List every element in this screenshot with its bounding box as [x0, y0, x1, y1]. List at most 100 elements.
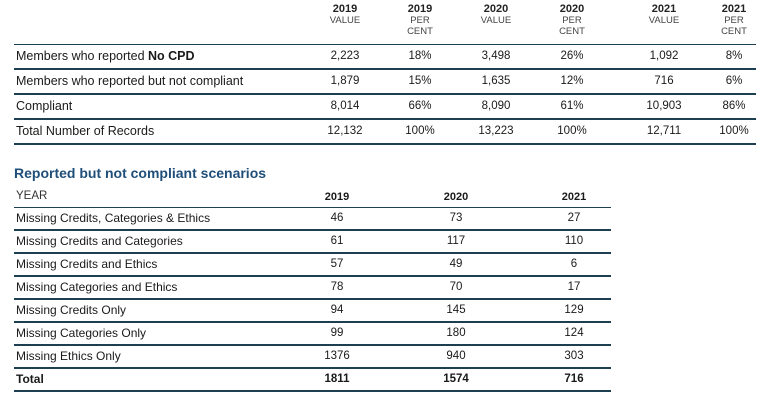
- cell-2019: 46: [330, 212, 344, 224]
- table-header-row: YEAR 2019 2020 2021: [14, 187, 611, 208]
- cell-2020-percent: 100%: [557, 125, 587, 137]
- cell-2020: 70: [449, 281, 463, 293]
- col-header: 2021 VALUE: [638, 3, 690, 27]
- col-year: 2019: [407, 3, 433, 15]
- cell-2021: 303: [564, 350, 584, 362]
- cell-2021: 6: [570, 258, 578, 270]
- total-2019: 1811: [324, 373, 350, 385]
- col-header: 2020 PER CENT: [546, 3, 598, 38]
- col-header: 2019 VALUE: [320, 3, 370, 27]
- year-header-2019: 2019: [324, 191, 350, 203]
- cell-2021: 27: [567, 212, 581, 224]
- scenario-label: Missing Credits and Ethics: [16, 257, 158, 271]
- year-header-2020: 2020: [443, 191, 469, 203]
- cell-2019: 99: [330, 327, 344, 339]
- row-label: Members who reported but not compliant: [16, 74, 244, 88]
- table-row: Missing Credits Only 94 145 129: [14, 300, 611, 323]
- scenario-label: Missing Categories Only: [16, 326, 147, 340]
- col-subtitle: PER CENT: [559, 15, 585, 37]
- year-header-label: YEAR: [16, 190, 48, 202]
- cell-2021-percent: 86%: [722, 100, 746, 112]
- cell-2021-value: 12,711: [646, 125, 682, 137]
- row-label: Compliant: [16, 99, 73, 113]
- table-row: Missing Credits and Categories 61 117 11…: [14, 231, 611, 254]
- row-label: Total Number of Records: [16, 124, 155, 138]
- cell-2021-value: 1,092: [649, 50, 679, 62]
- col-subtitle: VALUE: [329, 15, 361, 26]
- table-row: Compliant 8,014 66% 8,090 61% 10,903 86%: [14, 95, 756, 120]
- cell-2019: 94: [330, 304, 344, 316]
- cpd-summary-table: 2019 VALUE 2019 PER CENT 2020 VALUE 2020…: [14, 4, 756, 145]
- scenario-label: Missing Credits and Categories: [16, 234, 183, 248]
- col-header: 2020 VALUE: [470, 3, 522, 27]
- cell-2019-percent: 100%: [405, 125, 435, 137]
- cell-2021: 129: [564, 304, 584, 316]
- table-row: Missing Credits, Categories & Ethics 46 …: [14, 208, 611, 231]
- cell-2019: 61: [330, 235, 344, 247]
- cell-2020-value: 1,635: [481, 75, 511, 87]
- summary-table-header: 2019 VALUE 2019 PER CENT 2020 VALUE 2020…: [14, 4, 756, 44]
- table-row: Total Number of Records 12,132 100% 13,2…: [14, 120, 756, 145]
- cell-2019-value: 12,132: [327, 125, 363, 137]
- year-header-2021: 2021: [561, 191, 587, 203]
- total-2021: 716: [564, 373, 584, 385]
- scenarios-title: Reported but not compliant scenarios: [14, 165, 267, 181]
- col-year: 2020: [559, 3, 585, 15]
- table-row: Missing Credits and Ethics 57 49 6: [14, 254, 611, 277]
- cell-2021: 110: [564, 235, 584, 247]
- cell-2021: 17: [567, 281, 581, 293]
- col-subtitle: VALUE: [648, 15, 680, 26]
- cell-2021-value: 10,903: [646, 100, 682, 112]
- table-row: Missing Ethics Only 1376 940 303: [14, 346, 611, 369]
- cell-2019: 78: [330, 281, 344, 293]
- cell-2019-value: 1,879: [330, 75, 360, 87]
- table-row: Missing Categories and Ethics 78 70 17: [14, 277, 611, 300]
- no-cpd-emphasis: No CPD: [148, 49, 195, 63]
- cell-2020: 145: [446, 304, 466, 316]
- scenarios-table: YEAR 2019 2020 2021 Missing Credits, Cat…: [14, 187, 611, 392]
- col-subtitle: PER CENT: [407, 15, 433, 37]
- scenario-label: Missing Ethics Only: [16, 349, 121, 363]
- cell-2020-value: 8,090: [481, 100, 511, 112]
- cell-2019: 1376: [324, 350, 350, 362]
- col-subtitle: VALUE: [480, 15, 512, 26]
- table-row: Members who reported but not compliant 1…: [14, 70, 756, 95]
- scenario-label: Missing Credits, Categories & Ethics: [16, 211, 211, 225]
- cell-2020: 117: [446, 235, 466, 247]
- cell-2019-value: 8,014: [330, 100, 360, 112]
- col-header: 2019 PER CENT: [392, 3, 448, 38]
- cell-2019-percent: 18%: [408, 50, 432, 62]
- cell-2020-percent: 12%: [560, 75, 584, 87]
- col-subtitle: PER CENT: [721, 15, 747, 37]
- table-row: Members who reported No CPD 2,223 18% 3,…: [14, 44, 756, 70]
- cell-2020: 49: [449, 258, 463, 270]
- col-header: 2021 PER CENT: [714, 3, 754, 38]
- table-row-total: Total 1811 1574 716: [14, 369, 611, 392]
- cell-2019-value: 2,223: [330, 50, 360, 62]
- cell-2020: 73: [449, 212, 463, 224]
- col-year: 2020: [483, 3, 509, 15]
- cell-2020: 940: [446, 350, 466, 362]
- scenario-label: Missing Credits Only: [16, 303, 127, 317]
- row-label: Members who reported No CPD: [16, 49, 195, 63]
- cell-2020: 180: [446, 327, 466, 339]
- table-row: Missing Categories Only 99 180 124: [14, 323, 611, 346]
- total-label: Total: [16, 372, 44, 386]
- col-year: 2021: [651, 3, 677, 15]
- cell-2021-value: 716: [654, 75, 674, 87]
- cell-2021: 124: [564, 327, 584, 339]
- cell-2020-value: 13,223: [478, 125, 514, 137]
- cell-2019-percent: 66%: [408, 100, 432, 112]
- cell-2021-percent: 8%: [725, 50, 743, 62]
- scenario-label: Missing Categories and Ethics: [16, 280, 178, 294]
- cell-2020-percent: 26%: [560, 50, 584, 62]
- cell-2020-value: 3,498: [481, 50, 511, 62]
- cell-2021-percent: 6%: [725, 75, 743, 87]
- cell-2021-percent: 100%: [719, 125, 749, 137]
- cell-2019-percent: 15%: [408, 75, 432, 87]
- col-year: 2021: [721, 3, 747, 15]
- cell-2019: 57: [330, 258, 344, 270]
- cell-2020-percent: 61%: [560, 100, 584, 112]
- col-year: 2019: [332, 3, 358, 15]
- total-2020: 1574: [443, 373, 469, 385]
